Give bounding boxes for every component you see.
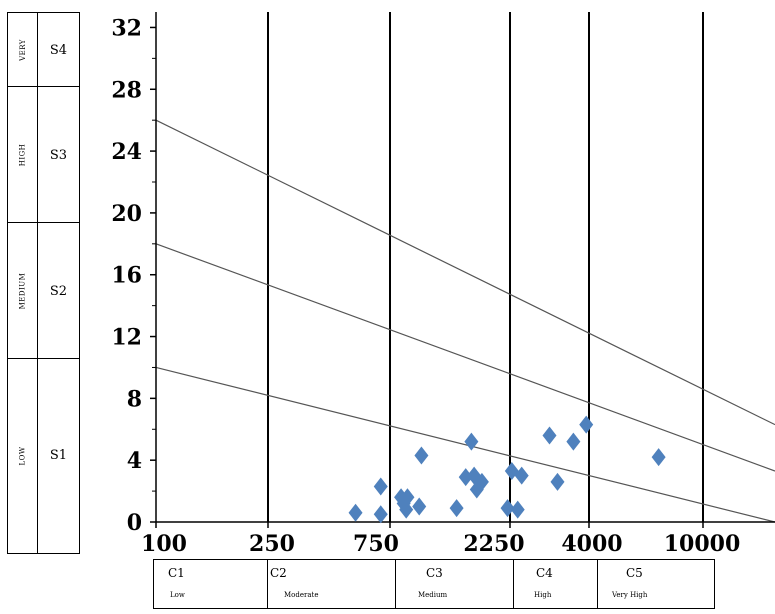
salinity-class-desc: Very High (612, 591, 648, 599)
data-point (464, 432, 479, 451)
sodium-class-label: S3 (49, 147, 68, 163)
data-point (458, 468, 473, 487)
data-point (474, 472, 489, 491)
salinity-class-code: C5 (626, 566, 643, 580)
data-point (651, 448, 666, 467)
salinity-hazard-table: C1 Low C2 Moderate C3 Medium C4 High C5 … (153, 559, 715, 609)
data-point (449, 499, 464, 518)
salinity-cell-c5: C5 Very High (598, 560, 713, 608)
salinity-class-code: C3 (426, 566, 443, 580)
y-tick-label: 24 (111, 139, 142, 165)
sodium-class-label: S4 (49, 42, 68, 58)
classification-line (155, 119, 775, 426)
data-point (373, 505, 388, 524)
y-tick-label: 16 (111, 263, 142, 289)
data-point (412, 497, 427, 516)
salinity-class-desc: Low (170, 591, 185, 599)
data-points (348, 415, 666, 524)
x-tick-label: 2250 (463, 531, 524, 557)
x-tick-label: 4000 (561, 531, 622, 557)
y-tick-label: 8 (127, 386, 142, 412)
data-point (400, 488, 415, 507)
salinity-class-desc: Medium (418, 591, 448, 599)
data-point (500, 499, 515, 518)
x-tick-label: 250 (249, 531, 295, 557)
data-point (414, 446, 429, 465)
data-point (566, 432, 581, 451)
y-ticks: 0 4 8 12 16 20 24 28 32 (111, 15, 156, 536)
classification-lines (155, 119, 775, 523)
sodium-row-s2: MEDIUM S2 (8, 223, 79, 359)
salinity-class-desc: Moderate (284, 591, 319, 599)
salinity-cell-c4: C4 High (514, 560, 598, 608)
x-ticks: 100 250 750 2250 4000 10000 (141, 522, 740, 557)
data-point (514, 466, 529, 485)
sodium-class-label: S2 (49, 283, 68, 299)
sodium-row-s3: HIGH S3 (8, 87, 79, 223)
salinity-cell-c1: C1 Low (154, 560, 268, 608)
salinity-class-code: C2 (270, 566, 287, 580)
y-tick-label: 4 (127, 448, 142, 474)
classification-line (155, 366, 775, 523)
sodium-hazard-table: VERY S4 HIGH S3 MEDIUM S2 LOW S1 (7, 12, 80, 554)
data-point (510, 500, 525, 519)
x-tick-label: 100 (141, 531, 187, 557)
classification-line (155, 243, 775, 472)
sodium-row-s1: LOW S1 (8, 359, 79, 552)
salinity-cell-c2: C2 Moderate (268, 560, 396, 608)
data-point (579, 415, 594, 434)
data-point (550, 472, 565, 491)
sodium-table-divider (37, 13, 38, 553)
salinity-class-code: C4 (536, 566, 553, 580)
data-point (542, 426, 557, 445)
salinity-cell-c3: C3 Medium (396, 560, 514, 608)
data-point (399, 500, 414, 519)
sodium-row-s4: VERY S4 (8, 13, 79, 87)
x-tick-label: 10000 (664, 531, 741, 557)
x-tick-label: 750 (353, 531, 399, 557)
vertical-grid-lines (267, 12, 704, 522)
data-point (348, 503, 363, 522)
salinity-class-code: C1 (168, 566, 185, 580)
y-tick-label: 32 (111, 15, 142, 41)
y-tick-label: 20 (111, 201, 142, 227)
axes (155, 12, 775, 523)
y-tick-label: 0 (127, 510, 142, 536)
salinity-class-desc: High (534, 591, 552, 599)
y-tick-label: 28 (111, 77, 142, 103)
data-point (373, 477, 388, 496)
y-tick-label: 12 (111, 325, 142, 351)
sodium-class-label: S1 (49, 448, 68, 463)
